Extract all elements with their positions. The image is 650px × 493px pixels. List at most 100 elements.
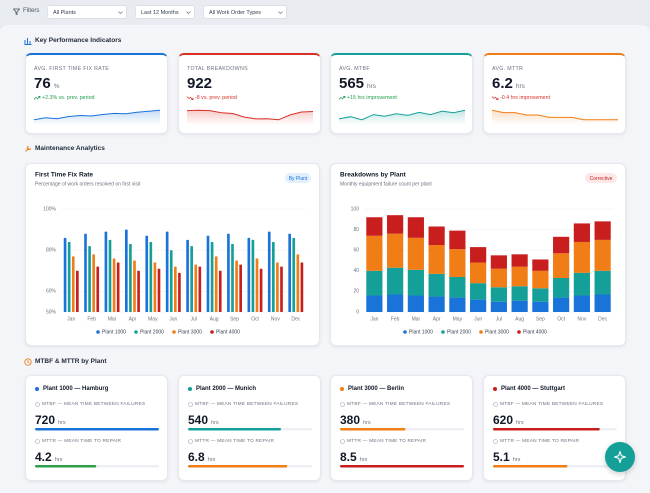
x-tick-label: Feb	[391, 316, 400, 322]
legend-label: Plant 1000	[409, 329, 433, 335]
kpi-label: AVG. FIRST TIME FIX RATE	[34, 66, 110, 72]
badge-text: By Plant	[289, 176, 308, 182]
bar-segment	[490, 287, 507, 302]
mtbf-icon-shape	[493, 402, 498, 407]
progress	[188, 428, 312, 431]
metric-value-row: 540 hrs	[188, 411, 219, 429]
chart-title: Breakdowns by Plant	[340, 172, 407, 179]
mttr-icon	[188, 439, 193, 444]
filter-dropdown[interactable]: All Plants	[47, 5, 127, 19]
chart-title: First Time Fix Rate	[35, 172, 93, 179]
bar-segment	[490, 301, 507, 312]
x-tick-label: May	[148, 316, 158, 322]
bar-segment	[407, 217, 424, 238]
bar-segment	[407, 269, 424, 296]
assistant-button[interactable]	[605, 442, 635, 472]
y-tick-label: 60%	[46, 289, 57, 295]
bar-segment	[532, 288, 549, 302]
metric-label: MTTR — MEAN TIME TO REPAIR	[195, 439, 275, 444]
bar-segment	[532, 301, 549, 312]
metric-label: MTBF — MEAN TIME BETWEEN FAILURES	[195, 402, 299, 407]
legend-marker	[517, 330, 521, 334]
progress	[35, 465, 159, 468]
progress-fill	[35, 465, 97, 468]
filter-value: All Plants	[53, 9, 76, 16]
trend-arrow	[491, 96, 499, 101]
filter-label: Filters	[23, 8, 40, 14]
bar	[206, 235, 210, 312]
bar-segment	[470, 299, 487, 312]
mtbf-icon-shape	[188, 402, 193, 407]
section-title: Maintenance Analytics	[35, 145, 105, 152]
sparkline-line	[491, 109, 618, 121]
bar-segment	[511, 266, 528, 287]
x-tick-label: May	[453, 316, 463, 322]
plant-dot	[188, 387, 192, 391]
bar-segment	[366, 217, 383, 236]
bar	[84, 233, 87, 312]
metric-value-row: 6.8 hrs	[188, 448, 215, 466]
filter-dropdown[interactable]: Last 12 Months	[135, 5, 195, 19]
y-tick-label: 40	[353, 268, 359, 274]
bar	[145, 235, 149, 312]
bar-segment	[449, 297, 466, 312]
bar	[153, 262, 157, 312]
progress	[35, 428, 159, 431]
bar-segment	[387, 233, 404, 268]
bar-segment	[366, 235, 383, 271]
metric-unit: hrs	[58, 420, 66, 426]
metric-value-row: 5.1 hrs	[493, 448, 520, 466]
chevron-path	[278, 11, 283, 14]
bar	[231, 244, 234, 312]
bar-segment	[470, 283, 487, 300]
bar	[251, 239, 255, 312]
mtbf-icon-shape	[35, 402, 40, 407]
y-tick-label: 60	[353, 248, 359, 254]
bar-segment	[449, 230, 466, 250]
legend-marker	[210, 330, 214, 334]
metric-value-row: 720 hrs	[35, 411, 66, 429]
bar	[112, 258, 116, 312]
bar	[255, 258, 259, 312]
bar-segment	[594, 239, 611, 271]
sparkline	[33, 109, 161, 125]
bar	[247, 237, 251, 312]
kpi-unit: hrs	[515, 83, 525, 90]
chart-card: First Time Fix Rate Percentage of work or…	[25, 163, 320, 346]
legend-marker	[172, 330, 176, 334]
y-tick-label: 80	[353, 227, 359, 233]
kpi-label: TOTAL BREAKDOWNS	[187, 66, 248, 72]
kpi-label: AVG. MTTR	[492, 66, 524, 72]
metric-label: MTTR — MEAN TIME TO REPAIR	[347, 439, 427, 444]
x-tick-label: Jun	[169, 316, 177, 322]
bar	[88, 246, 91, 312]
filter-dropdown[interactable]: All Work Order Types	[203, 5, 287, 19]
bar-segment	[366, 270, 383, 296]
bar-segment	[407, 295, 424, 312]
metric-value: 5.1	[493, 450, 510, 464]
x-tick-label: Mar	[412, 316, 421, 322]
kpi-value: 6.2	[492, 75, 513, 92]
x-tick-label: Oct	[251, 316, 259, 322]
bar-segment	[553, 278, 570, 298]
kpi-delta: +2.3% vs. prev. period	[42, 95, 95, 101]
mtbf-icon	[188, 402, 193, 407]
bar	[125, 229, 128, 312]
plants-icon	[24, 358, 32, 366]
chart: Breakdowns by Plant Monthly equipment fai…	[340, 172, 617, 335]
plant-card: Plant 1000 — Hamburg MTBF — MEAN TIME BET…	[25, 375, 168, 481]
kpi-value: 76	[34, 75, 51, 92]
bar-segment	[428, 245, 445, 274]
x-tick-label: Feb	[87, 316, 96, 322]
bar	[214, 256, 218, 312]
kpi-delta: -0.4 hrs improvement	[500, 95, 551, 101]
kpi-card: AVG. FIRST TIME FIX RATE 76% +2.3% vs. pre…	[25, 53, 168, 134]
bar	[227, 233, 230, 312]
bar-segment	[553, 297, 570, 312]
plant-dot-shape	[340, 387, 344, 391]
badge	[585, 173, 617, 183]
sparkline-area	[339, 110, 465, 125]
bar-segment	[511, 254, 528, 267]
legend-marker	[441, 330, 445, 334]
